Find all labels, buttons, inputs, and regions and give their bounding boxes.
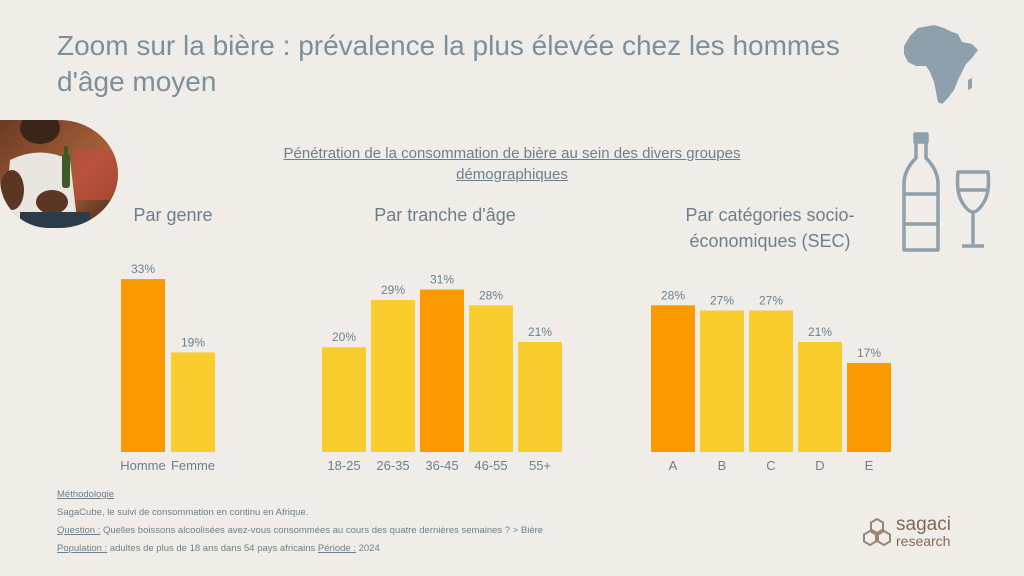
logo-line1: sagaci (896, 514, 951, 535)
page-title: Zoom sur la bière : prévalence la plus é… (57, 30, 840, 97)
population-text: adultes de plus de 18 ans dans 54 pays a… (107, 543, 318, 554)
category-label: D (815, 458, 824, 473)
data-label: 19% (181, 335, 205, 349)
category-label: 55+ (529, 458, 551, 473)
period-text: 2024 (355, 543, 380, 554)
data-label: 28% (661, 288, 685, 302)
category-label: A (669, 458, 678, 473)
category-label: C (766, 458, 775, 473)
bar-46-55 (469, 305, 513, 452)
population-label: Population : (57, 543, 108, 554)
man-drinking-beer-photo (0, 120, 118, 228)
bar-a (651, 305, 695, 452)
bar-homme (121, 279, 165, 452)
category-label: 46-55 (474, 458, 507, 473)
beer-bottle-glass-icon (898, 132, 998, 259)
data-label: 33% (131, 262, 155, 276)
section-title-genre: Par genre (133, 205, 213, 225)
category-label: B (718, 458, 727, 473)
bar-26-35 (371, 300, 415, 452)
sagaci-hexagon-logo-icon (862, 517, 892, 552)
data-label: 31% (430, 273, 454, 287)
category-label: E (865, 458, 874, 473)
methodology-text: SagaCube, le suivi de consommation en co… (57, 507, 309, 518)
methodology-label: Méthodologie (57, 489, 115, 500)
africa-map-icon (900, 22, 982, 115)
data-label: 27% (710, 294, 734, 308)
bar-femme (171, 352, 215, 452)
bar-e (847, 362, 891, 452)
footer: Méthodologie SagaCube, le suivi de conso… (57, 486, 543, 558)
bar-36-45 (420, 289, 464, 452)
bar-55- (518, 341, 562, 452)
bar-18-25 (322, 347, 366, 452)
question-text: Quelles boissons alcoolisées avez-vous c… (100, 525, 544, 536)
category-label: 26-35 (376, 458, 409, 473)
data-label: 20% (332, 330, 356, 344)
data-label: 29% (381, 283, 405, 297)
bar-c (749, 310, 793, 452)
bar-d (798, 341, 842, 452)
section-title-sec: Par catégories socio-économiques (SEC) (685, 205, 855, 251)
section-title-age: Par tranche d'âge (374, 205, 516, 225)
data-label: 21% (528, 325, 552, 339)
question-label: Question : (57, 525, 101, 536)
sagaci-logo: sagaci research (896, 515, 951, 548)
category-label: 18-25 (327, 458, 360, 473)
period-label: Période : (317, 543, 356, 554)
category-label: Femme (171, 458, 215, 473)
data-label: 21% (808, 325, 832, 339)
bar-b (700, 310, 744, 452)
data-label: 27% (759, 294, 783, 308)
data-label: 17% (857, 346, 881, 360)
category-label: Homme (120, 458, 166, 473)
data-label: 28% (479, 288, 503, 302)
logo-line2: research (896, 533, 951, 549)
category-label: 36-45 (425, 458, 458, 473)
chart-subtitle: Pénétration de la consommation de bière … (283, 145, 741, 183)
